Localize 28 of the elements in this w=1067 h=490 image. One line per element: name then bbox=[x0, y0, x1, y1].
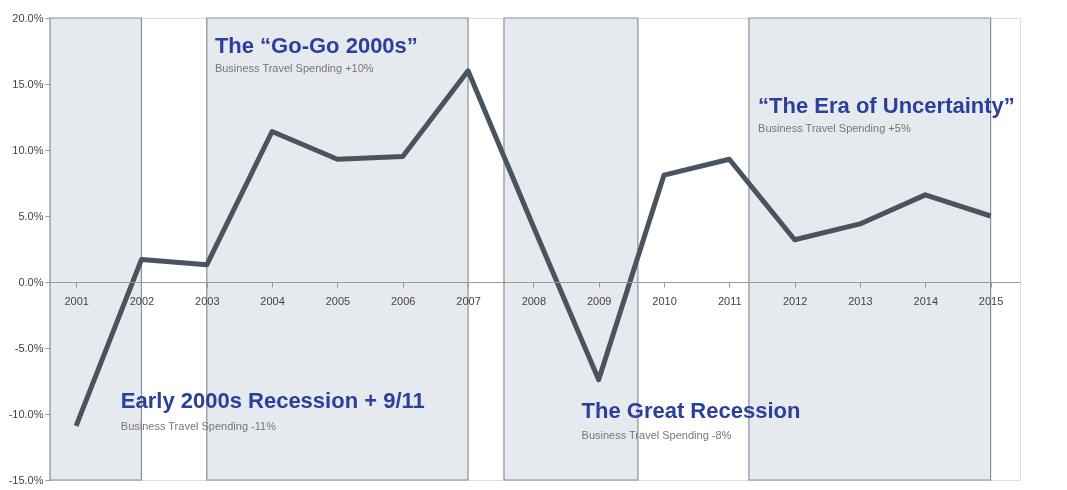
x-tick-label: 2001 bbox=[64, 294, 89, 307]
x-tick-label: 2011 bbox=[718, 294, 742, 307]
x-tick-label: 2009 bbox=[586, 294, 612, 307]
annotation: Early 2000s Recession + 9/11 bbox=[120, 388, 425, 414]
annotation: The “Go-Go 2000s” bbox=[214, 32, 418, 58]
x-tick-label: 2007 bbox=[456, 294, 481, 307]
x-tick-label: 2004 bbox=[260, 294, 285, 307]
y-tick-label: -15.0% bbox=[8, 473, 44, 486]
y-tick-label: 20.0% bbox=[12, 11, 44, 24]
annotation: Business Travel Spending +5% bbox=[758, 121, 911, 134]
x-tick-label: 2010 bbox=[652, 294, 677, 307]
y-tick-label: 15.0% bbox=[12, 77, 44, 90]
annotation: The Great Recession bbox=[581, 397, 801, 423]
x-tick-label: 2012 bbox=[782, 294, 808, 307]
x-tick-label: 2006 bbox=[390, 294, 416, 307]
y-tick-label: -5.0% bbox=[14, 341, 44, 354]
x-tick-label: 2005 bbox=[325, 294, 351, 307]
x-tick-label: 2003 bbox=[195, 294, 220, 307]
x-tick-label: 2008 bbox=[521, 294, 547, 307]
annotation: Business Travel Spending +10% bbox=[214, 61, 374, 74]
y-tick-label: 5.0% bbox=[18, 209, 44, 222]
x-tick-label: 2014 bbox=[913, 294, 939, 307]
y-tick-label: 10.0% bbox=[12, 143, 44, 156]
x-tick-label: 2015 bbox=[978, 294, 1004, 307]
y-tick-label: -10.0% bbox=[8, 407, 44, 420]
annotation: “The Era of Uncertainty” bbox=[758, 92, 1015, 118]
x-tick-label: 2013 bbox=[848, 294, 873, 307]
y-tick-label: 0.0% bbox=[18, 275, 44, 288]
